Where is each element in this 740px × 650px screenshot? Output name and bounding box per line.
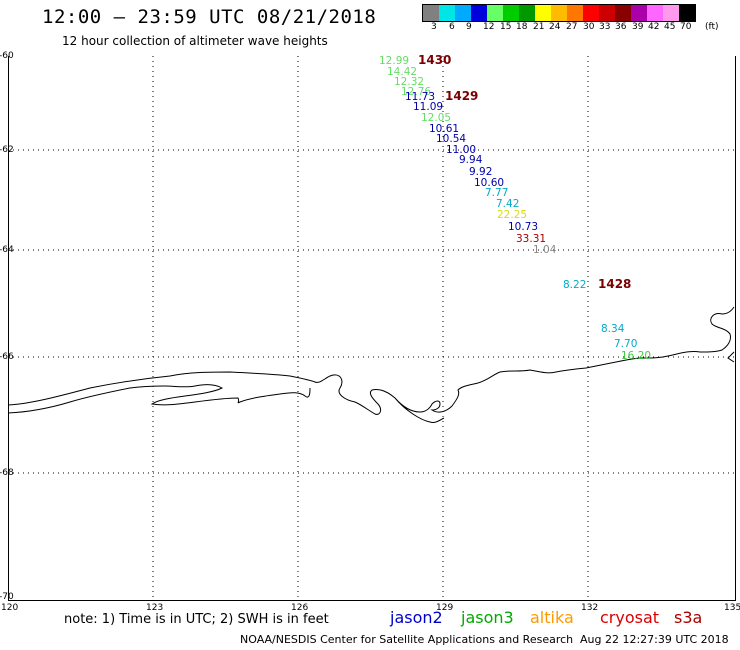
wave-height-obs: 12.32 <box>394 76 425 88</box>
legend-label: 12 <box>483 22 495 32</box>
latitude-label: -70 <box>0 592 14 602</box>
wave-height-obs: 10.73 <box>508 221 539 233</box>
wave-height-obs: 9.92 <box>469 166 493 178</box>
legend-swatch <box>567 5 583 21</box>
pass-time-label: 1429 <box>445 89 479 103</box>
legend-swatch <box>551 5 567 21</box>
latitude-label: -62 <box>0 145 14 155</box>
wave-height-obs: 7.77 <box>485 187 509 199</box>
legend-label: 15 <box>500 22 512 32</box>
longitude-label: 135 <box>724 603 740 613</box>
map-title: 12:00 – 23:59 UTC 08/21/2018 <box>42 6 377 28</box>
credit-text: NOAA/NESDIS Center for Satellite Applica… <box>240 633 574 646</box>
legend-label: 70 <box>680 22 692 32</box>
legend-label: (ft) <box>705 22 719 32</box>
latitude-label: -68 <box>0 468 14 478</box>
legend-label: 33 <box>599 22 611 32</box>
legend-swatch <box>471 5 487 21</box>
wave-height-obs: 8.34 <box>601 323 625 335</box>
legend-label: 30 <box>583 22 595 32</box>
wave-height-obs: 9.94 <box>459 154 483 166</box>
wave-height-obs: 12.99 <box>379 55 410 67</box>
antarctic-coastline <box>7 306 735 423</box>
legend-swatch <box>439 5 455 21</box>
wave-height-obs: 1.04 <box>533 244 557 256</box>
legend-swatch <box>663 5 679 21</box>
wave-height-obs: 8.22 <box>563 279 587 291</box>
legend-label: 9 <box>466 22 472 32</box>
legend-swatch <box>487 5 503 21</box>
legend-swatch <box>679 5 695 21</box>
legend-label: 6 <box>449 22 455 32</box>
graticule <box>8 56 734 600</box>
wave-height-obs: 14.42 <box>387 66 418 78</box>
longitude-label: 129 <box>436 603 454 613</box>
legend-swatch <box>599 5 615 21</box>
longitude-label: 123 <box>146 603 164 613</box>
legend-swatch <box>423 5 439 21</box>
units-note: note: 1) Time is in UTC; 2) SWH is in fe… <box>64 612 329 627</box>
color-scale-legend <box>422 4 696 22</box>
legend-label: 42 <box>648 22 660 32</box>
legend-swatch <box>583 5 599 21</box>
longitude-label: 120 <box>1 603 19 613</box>
wave-height-obs: 7.42 <box>496 198 520 210</box>
legend-swatch <box>455 5 471 21</box>
wave-height-obs: 11.00 <box>446 144 477 156</box>
wave-height-obs: 16.20 <box>621 350 652 362</box>
pass-time-label: 1430 <box>418 53 452 67</box>
wave-height-obs: 10.60 <box>474 177 505 189</box>
wave-height-obs: 22.25 <box>497 209 528 221</box>
generation-timestamp: Aug 22 12:27:39 UTC 2018 <box>580 633 729 646</box>
map-subtitle: 12 hour collection of altimeter wave hei… <box>62 34 328 48</box>
legend-label: 24 <box>549 22 561 32</box>
longitude-label: 132 <box>581 603 599 613</box>
legend-label: 18 <box>516 22 528 32</box>
satellite-legend-jason3: jason3 <box>461 608 514 627</box>
legend-label: 3 <box>431 22 437 32</box>
satellite-legend-jason2: jason2 <box>390 608 443 627</box>
satellite-legend-cryosat: cryosat <box>600 608 660 627</box>
wave-height-obs: 12.76 <box>401 86 432 98</box>
wave-height-obs: 10.61 <box>429 123 460 135</box>
map-frame <box>8 56 736 601</box>
wave-height-obs: 10.54 <box>436 133 467 145</box>
legend-label: 27 <box>566 22 578 32</box>
wave-height-obs: 11.09 <box>413 101 444 113</box>
legend-label: 36 <box>615 22 627 32</box>
wave-height-obs: 12.05 <box>421 112 452 124</box>
latitude-label: -64 <box>0 245 14 255</box>
legend-label: 45 <box>664 22 676 32</box>
legend-label: 39 <box>632 22 644 32</box>
wave-height-obs: 11.73 <box>405 91 436 103</box>
legend-swatch <box>519 5 535 21</box>
latitude-label: -66 <box>0 352 14 362</box>
legend-swatch <box>503 5 519 21</box>
legend-swatch <box>535 5 551 21</box>
legend-swatch <box>615 5 631 21</box>
legend-swatch <box>631 5 647 21</box>
wave-height-obs: 7.70 <box>614 338 638 350</box>
legend-label: 21 <box>533 22 545 32</box>
satellite-legend-s3a: s3a <box>674 608 703 627</box>
pass-time-label: 1428 <box>598 277 632 291</box>
satellite-legend-altika: altika <box>530 608 574 627</box>
wave-height-obs: 33.31 <box>516 233 547 245</box>
longitude-label: 126 <box>291 603 309 613</box>
legend-swatch <box>647 5 663 21</box>
latitude-label: -60 <box>0 51 14 61</box>
